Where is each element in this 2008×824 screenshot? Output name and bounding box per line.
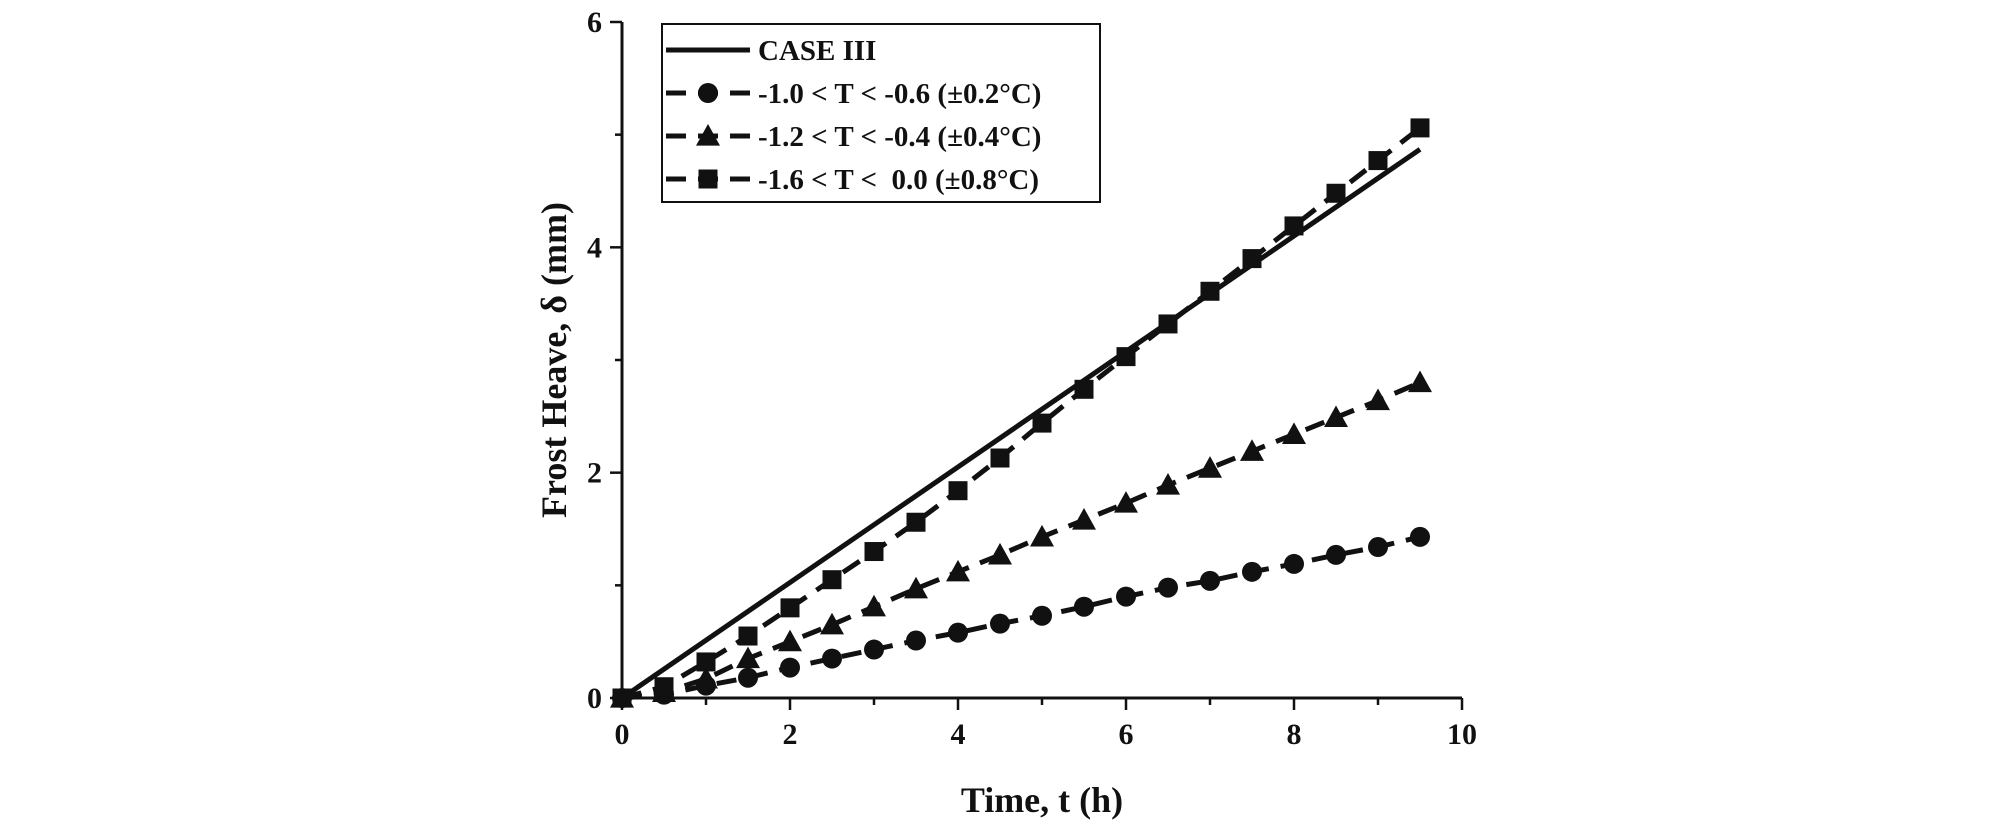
data-point-square xyxy=(864,542,884,562)
data-point-square xyxy=(780,598,800,618)
data-point-triangle xyxy=(988,542,1012,565)
data-point-circle xyxy=(1200,570,1220,591)
data-point-triangle xyxy=(820,612,844,635)
y-tick-label: 0 xyxy=(587,682,602,715)
data-point-circle xyxy=(906,630,926,651)
data-point-triangle xyxy=(694,666,718,689)
legend-item: -1.6 < T < 0.0 (±0.8°C) xyxy=(666,164,1039,196)
data-point-square xyxy=(948,481,968,501)
data-point-circle xyxy=(1032,605,1052,626)
legend-marker-square xyxy=(698,169,718,189)
data-point-triangle xyxy=(946,559,970,582)
data-point-square xyxy=(654,677,674,697)
data-point-circle xyxy=(780,657,800,678)
series-line xyxy=(620,147,1422,701)
data-point-square xyxy=(1242,249,1262,269)
data-point-triangle xyxy=(736,646,760,669)
data-point-triangle xyxy=(1198,456,1222,478)
series-4 xyxy=(612,118,1430,708)
data-point-square xyxy=(1116,347,1136,367)
data-point-square xyxy=(696,652,716,672)
data-point-triangle xyxy=(1072,507,1096,530)
data-point-circle xyxy=(1284,553,1304,574)
series-2 xyxy=(612,526,1430,708)
x-axis-title: Time, t (h) xyxy=(961,780,1123,820)
legend-item: -1.2 < T < -0.4 (±0.4°C) xyxy=(666,121,1041,153)
data-point-square xyxy=(1200,281,1220,301)
series-line xyxy=(621,125,1422,701)
data-point-circle xyxy=(822,648,842,669)
data-point-circle xyxy=(864,639,884,660)
data-point-triangle xyxy=(1240,439,1264,461)
data-point-square xyxy=(1368,151,1388,171)
legend-marker-circle xyxy=(698,83,718,103)
data-point-circle xyxy=(1410,526,1430,547)
data-point-circle xyxy=(1368,537,1388,558)
data-point-circle xyxy=(948,622,968,643)
y-tick-label: 4 xyxy=(587,231,602,264)
data-point-triangle xyxy=(1114,491,1138,513)
data-point-square xyxy=(990,448,1010,468)
data-point-square xyxy=(1410,118,1430,138)
x-tick-label: 10 xyxy=(1447,718,1477,751)
data-point-triangle xyxy=(1324,405,1348,428)
data-point-triangle xyxy=(1282,422,1306,444)
data-point-circle xyxy=(990,613,1010,634)
x-tick-label: 8 xyxy=(1287,718,1302,751)
legend-box xyxy=(661,23,1101,203)
legend-label: CASE III xyxy=(758,35,876,67)
data-point-square xyxy=(822,570,842,590)
y-axis-title: Frost Heave, δ (mm) xyxy=(534,202,574,518)
legend-label: -1.6 < T < 0.0 (±0.8°C) xyxy=(758,164,1039,196)
data-point-circle xyxy=(1242,561,1262,582)
data-point-circle xyxy=(1158,577,1178,598)
y-tick-label: 2 xyxy=(587,457,602,490)
x-tick-label: 4 xyxy=(951,718,966,751)
legend-label: -1.0 < T < -0.6 (±0.2°C) xyxy=(758,78,1041,110)
data-point-triangle xyxy=(1030,524,1054,547)
data-point-triangle xyxy=(862,594,886,617)
series-layer xyxy=(610,118,1432,708)
data-point-square xyxy=(1326,183,1346,203)
data-point-triangle xyxy=(904,576,928,599)
data-point-square xyxy=(738,626,758,646)
data-point-circle xyxy=(1326,544,1346,565)
data-point-triangle xyxy=(778,629,802,652)
data-point-square xyxy=(1074,379,1094,399)
legend-marker-triangle xyxy=(696,124,720,146)
legend-item: -1.0 < T < -0.6 (±0.2°C) xyxy=(666,78,1041,110)
data-point-square xyxy=(1032,413,1052,433)
data-point-square xyxy=(1284,216,1304,236)
data-point-square xyxy=(612,688,632,708)
data-point-triangle xyxy=(1408,370,1432,393)
x-tick-label: 6 xyxy=(1119,718,1134,751)
data-point-circle xyxy=(1074,596,1094,617)
x-tick-label: 0 xyxy=(615,718,630,751)
data-point-square xyxy=(906,512,926,532)
x-tick-label: 2 xyxy=(783,718,798,751)
legend: CASE III -1.0 < T < -0.6 (±0.2°C) -1.2 < T… xyxy=(661,23,1101,203)
series-line xyxy=(621,380,1421,701)
y-tick-label: 6 xyxy=(587,6,602,39)
legend-label: -1.2 < T < -0.4 (±0.4°C) xyxy=(758,121,1041,153)
series-1 xyxy=(620,147,1422,701)
data-point-triangle xyxy=(1366,388,1390,411)
ticks: 0 2 4 6 8 10 0 2 4 6 xyxy=(587,6,1477,751)
data-point-square xyxy=(1158,314,1178,334)
data-point-triangle xyxy=(1156,473,1180,495)
data-point-circle xyxy=(1116,586,1136,607)
data-point-circle xyxy=(738,667,758,688)
legend-item: CASE III xyxy=(666,35,876,67)
